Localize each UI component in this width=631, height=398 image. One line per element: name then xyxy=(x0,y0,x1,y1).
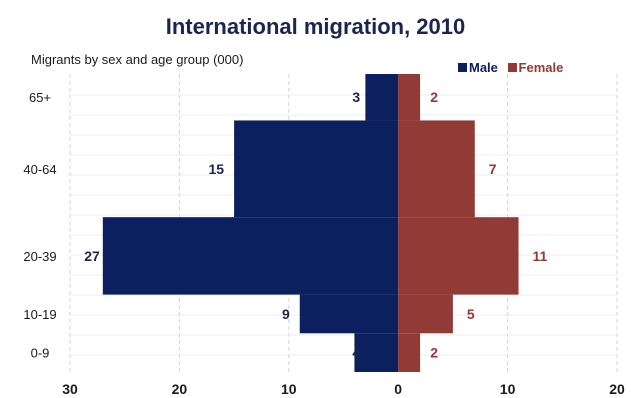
category-label-20-39: 20-39 xyxy=(23,249,56,264)
legend-item-male: Male xyxy=(458,60,498,75)
data-label-male-65+: 3 xyxy=(352,89,360,105)
bar-female-0-9 xyxy=(398,333,421,372)
legend-swatch-female xyxy=(507,63,517,72)
legend-swatch-male xyxy=(458,63,467,72)
data-label-male-40-64: 15 xyxy=(209,161,225,177)
data-label-male-0-9: 4 xyxy=(352,345,360,361)
chart-subtitle: Migrants by sex and age group (000) xyxy=(31,52,244,67)
bar-female-10-19 xyxy=(398,294,453,334)
legend-label-female: Female xyxy=(518,60,564,75)
category-label-40-64: 40-64 xyxy=(23,162,56,177)
chart-title: International migration, 2010 xyxy=(165,14,466,39)
x-tick-label-3: 0 xyxy=(394,381,402,397)
x-tick-label-4: 10 xyxy=(500,381,516,397)
legend-label-male: Male xyxy=(469,60,498,75)
x-tick-label-2: 10 xyxy=(281,381,297,397)
category-label-10-19: 10-19 xyxy=(23,307,56,322)
data-label-female-20-39: 11 xyxy=(533,248,548,264)
x-tick-label-1: 20 xyxy=(172,381,188,397)
bar-male-20-39 xyxy=(102,217,399,295)
data-label-male-10-19: 9 xyxy=(282,306,290,322)
category-label-65+: 65+ xyxy=(29,90,51,105)
category-label-0-9: 0-9 xyxy=(31,346,50,361)
data-label-female-65+: 2 xyxy=(430,89,438,105)
legend-item-female: Female xyxy=(507,60,564,75)
bar-male-0-9 xyxy=(354,333,399,372)
x-tick-label-0: 30 xyxy=(62,381,78,397)
x-tick-label-5: 20 xyxy=(609,381,625,397)
bar-female-40-64 xyxy=(398,120,475,218)
legend: Male Female xyxy=(458,60,569,75)
data-label-female-0-9: 2 xyxy=(430,345,438,361)
data-label-female-10-19: 5 xyxy=(467,306,475,322)
data-label-female-40-64: 7 xyxy=(489,161,497,177)
bar-male-65+ xyxy=(365,74,399,121)
bar-female-20-39 xyxy=(398,217,519,295)
bar-female-65+ xyxy=(398,74,421,121)
data-label-male-20-39: 27 xyxy=(84,248,100,264)
bar-male-10-19 xyxy=(299,294,399,334)
bar-male-40-64 xyxy=(234,120,399,218)
